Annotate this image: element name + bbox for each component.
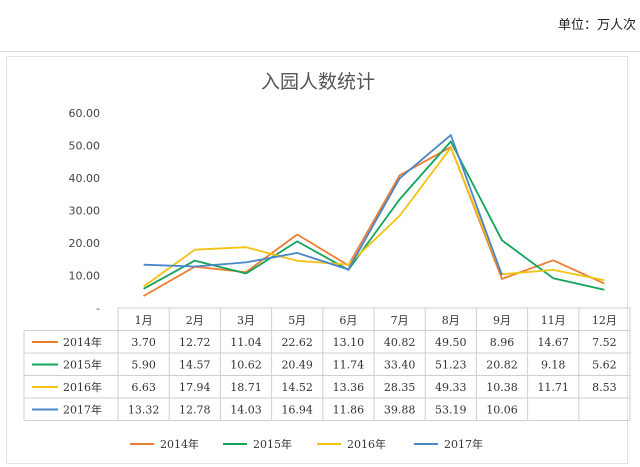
data-label: 28.35	[384, 381, 416, 394]
data-label: 33.40	[384, 359, 416, 372]
data-label: 39.88	[384, 404, 416, 417]
data-label: 3.70	[131, 336, 156, 349]
data-label: 12.78	[179, 404, 211, 417]
legend: 2014年 2015年 2016年 2017年	[130, 437, 483, 451]
legend-label: 2016年	[347, 437, 386, 451]
row-label: 2016年	[63, 380, 102, 394]
data-label: 11.74	[333, 359, 365, 372]
data-label: 40.82	[384, 336, 416, 349]
data-label: 11.04	[230, 336, 262, 349]
data-label: 14.03	[230, 404, 262, 417]
row-label: 2017年	[63, 403, 102, 417]
y-tick-label: 50.00	[69, 140, 101, 153]
data-label: 20.82	[486, 359, 518, 372]
series-line-1	[143, 146, 605, 297]
data-label: 11.71	[537, 381, 569, 394]
data-label: 13.32	[128, 404, 160, 417]
category-label: 11月	[541, 314, 566, 327]
unit-label: 单位：万人次	[557, 18, 636, 33]
data-label: 49.33	[435, 381, 467, 394]
header-divider	[0, 51, 640, 52]
category-label: 6月	[339, 314, 357, 327]
data-label: 17.94	[179, 381, 211, 394]
category-label: 2月	[186, 314, 204, 327]
data-table: 1月 2月 3月 5月 6月 7月 8月 9月 11月 12月 2014年 3.70 12.72 11.0…	[23, 307, 631, 421]
series-line-2	[143, 140, 605, 291]
y-tick-label: 40.00	[69, 172, 101, 185]
data-label: 14.57	[179, 359, 211, 372]
series-lines	[143, 134, 605, 297]
category-label: 7月	[391, 314, 409, 327]
data-label: 16.94	[281, 404, 313, 417]
data-label: 9.18	[541, 359, 566, 372]
legend-label: 2014年	[160, 437, 199, 451]
y-tick-label: 60.00	[69, 107, 101, 120]
data-label: 5.90	[131, 359, 156, 372]
category-label: 12月	[592, 314, 617, 327]
series-line-3	[143, 146, 605, 288]
data-label: 14.52	[281, 381, 313, 394]
data-label: 10.38	[486, 381, 518, 394]
data-label: 53.19	[435, 404, 467, 417]
data-label: 13.36	[333, 381, 365, 394]
data-label: 10.06	[486, 404, 518, 417]
chart-title: 入园人数统计	[261, 71, 375, 93]
y-axis: - 10.00 20.00 30.00 40.00 50.00 60.00	[69, 107, 101, 315]
data-label: 22.62	[281, 336, 313, 349]
data-label: 11.86	[333, 404, 365, 417]
category-label: 8月	[442, 314, 460, 327]
legend-label: 2015年	[253, 437, 292, 451]
data-label: 12.72	[179, 336, 211, 349]
data-label: 20.49	[281, 359, 313, 372]
data-label: 14.67	[537, 336, 569, 349]
y-tick-label: 10.00	[69, 270, 101, 283]
y-tick-label: -	[96, 302, 100, 315]
data-label: 51.23	[435, 359, 467, 372]
data-label: 13.10	[333, 336, 365, 349]
data-label: 6.63	[131, 381, 156, 394]
category-label: 3月	[237, 314, 255, 327]
category-label: 1月	[135, 314, 153, 327]
row-label: 2014年	[63, 335, 102, 349]
series-line-4	[143, 134, 503, 276]
row-label: 2015年	[63, 358, 102, 372]
category-label: 5月	[288, 314, 306, 327]
data-label: 8.96	[490, 336, 515, 349]
category-label: 9月	[493, 314, 511, 327]
data-label: 7.52	[592, 336, 617, 349]
data-label: 5.62	[592, 359, 617, 372]
y-tick-label: 20.00	[69, 237, 101, 250]
data-label: 10.62	[230, 359, 262, 372]
legend-label: 2017年	[444, 437, 483, 451]
data-label: 49.50	[435, 336, 467, 349]
y-tick-label: 30.00	[69, 205, 101, 218]
data-label: 8.53	[592, 381, 617, 394]
data-label: 18.71	[230, 381, 262, 394]
